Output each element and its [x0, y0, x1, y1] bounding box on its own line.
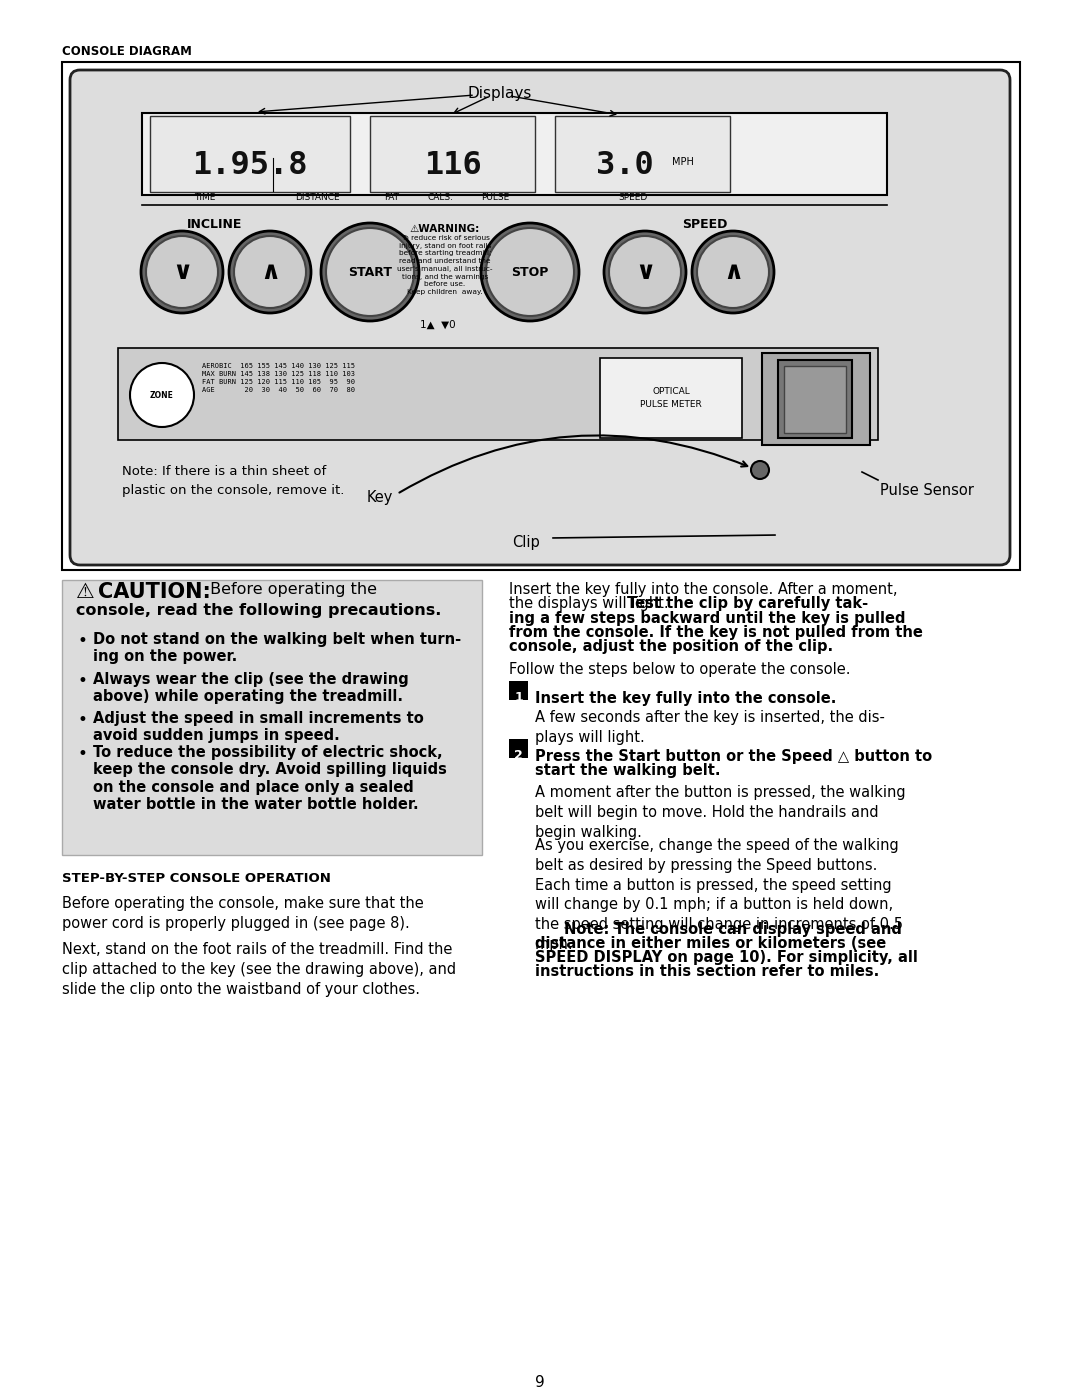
Text: Clip: Clip — [512, 535, 540, 550]
Text: Follow the steps below to operate the console.: Follow the steps below to operate the co… — [509, 662, 851, 678]
Text: 1: 1 — [514, 692, 523, 704]
Text: distance in either miles or kilometers (see: distance in either miles or kilometers (… — [535, 936, 887, 951]
Text: console, adjust the position of the clip.: console, adjust the position of the clip… — [509, 638, 833, 654]
Text: •: • — [78, 631, 87, 650]
Text: Before operating the: Before operating the — [205, 583, 377, 597]
Text: 116: 116 — [424, 149, 482, 182]
Text: CALS.: CALS. — [427, 193, 453, 203]
Text: Before operating the console, make sure that the
power cord is properly plugged : Before operating the console, make sure … — [62, 895, 423, 930]
Circle shape — [697, 236, 769, 307]
Text: ∨: ∨ — [635, 260, 656, 284]
Text: MPH: MPH — [672, 156, 693, 168]
Text: ing a few steps backward until the key is pulled: ing a few steps backward until the key i… — [509, 610, 905, 626]
Text: SPEED: SPEED — [619, 193, 648, 203]
Text: STEP-BY-STEP CONSOLE OPERATION: STEP-BY-STEP CONSOLE OPERATION — [62, 872, 330, 886]
Text: •: • — [78, 745, 87, 763]
Text: Note: If there is a thin sheet of
plastic on the console, remove it.: Note: If there is a thin sheet of plasti… — [122, 465, 345, 497]
Bar — [118, 348, 878, 440]
Text: ⚠: ⚠ — [76, 583, 95, 602]
Circle shape — [234, 236, 306, 307]
Text: Key: Key — [366, 490, 393, 504]
Bar — [62, 580, 482, 855]
Bar — [784, 366, 846, 433]
Bar — [150, 116, 350, 191]
Text: Insert the key fully into the console.: Insert the key fully into the console. — [535, 692, 836, 705]
Text: the displays will light.: the displays will light. — [509, 597, 673, 610]
Text: CONSOLE DIAGRAM: CONSOLE DIAGRAM — [62, 45, 192, 59]
Text: START: START — [348, 265, 392, 278]
Bar — [370, 116, 535, 191]
FancyBboxPatch shape — [70, 70, 1010, 564]
Text: •: • — [78, 672, 87, 690]
Text: 2: 2 — [514, 749, 523, 761]
Text: Insert the key fully into the console. After a moment,: Insert the key fully into the console. A… — [509, 583, 897, 597]
Bar — [555, 116, 730, 191]
Text: To reduce the possibility of electric shock,
keep the console dry. Avoid spillin: To reduce the possibility of electric sh… — [93, 745, 447, 812]
Circle shape — [326, 228, 414, 316]
Circle shape — [481, 224, 579, 321]
Text: FAT: FAT — [384, 193, 400, 203]
Text: •: • — [78, 711, 87, 729]
Text: console, read the following precautions.: console, read the following precautions. — [76, 604, 442, 617]
Text: DISTANCE: DISTANCE — [295, 193, 339, 203]
Text: Press the Start button or the Speed △ button to: Press the Start button or the Speed △ bu… — [535, 749, 932, 764]
Text: SPEED: SPEED — [683, 218, 728, 231]
Text: Test the clip by carefully tak-: Test the clip by carefully tak- — [627, 597, 868, 610]
Text: from the console. If the key is not pulled from the: from the console. If the key is not pull… — [509, 624, 923, 640]
Text: Pulse Sensor: Pulse Sensor — [880, 483, 974, 497]
Circle shape — [604, 231, 686, 313]
Circle shape — [229, 231, 311, 313]
Text: 1▲  ▼0: 1▲ ▼0 — [420, 320, 456, 330]
Circle shape — [486, 228, 573, 316]
Text: PULSE: PULSE — [481, 193, 509, 203]
Text: ∧: ∧ — [260, 260, 280, 284]
Text: As you exercise, change the speed of the walking
belt as desired by pressing the: As you exercise, change the speed of the… — [535, 838, 903, 951]
Bar — [141, 113, 887, 196]
Circle shape — [692, 231, 774, 313]
Text: AEROBIC  165 155 145 140 130 125 115
MAX BURN 145 138 130 125 118 110 103
FAT BU: AEROBIC 165 155 145 140 130 125 115 MAX … — [202, 363, 355, 393]
Bar — [509, 680, 528, 700]
Text: CAUTION:: CAUTION: — [98, 583, 211, 602]
Text: 3.0: 3.0 — [596, 149, 653, 182]
Text: A few seconds after the key is inserted, the dis-
plays will light.: A few seconds after the key is inserted,… — [535, 710, 885, 745]
Text: Note: The console can display speed and: Note: The console can display speed and — [564, 922, 902, 937]
Text: instructions in this section refer to miles.: instructions in this section refer to mi… — [535, 964, 879, 979]
Text: STOP: STOP — [511, 265, 549, 278]
Text: Always wear the clip (see the drawing
above) while operating the treadmill.: Always wear the clip (see the drawing ab… — [93, 672, 408, 704]
Text: Adjust the speed in small increments to
avoid sudden jumps in speed.: Adjust the speed in small increments to … — [93, 711, 423, 743]
Text: ZONE: ZONE — [150, 391, 174, 400]
Text: ∨: ∨ — [172, 260, 192, 284]
Bar — [509, 739, 528, 759]
Text: ⚠WARNING:: ⚠WARNING: — [410, 224, 481, 235]
Text: 9: 9 — [535, 1375, 545, 1390]
Bar — [600, 358, 742, 439]
Text: OPTICAL
PULSE METER: OPTICAL PULSE METER — [640, 387, 702, 409]
Text: SPEED DISPLAY on page 10). For simplicity, all: SPEED DISPLAY on page 10). For simplicit… — [535, 950, 918, 965]
Bar — [778, 360, 852, 439]
Text: start the walking belt.: start the walking belt. — [535, 763, 720, 778]
Circle shape — [751, 461, 769, 479]
Text: A moment after the button is pressed, the walking
belt will begin to move. Hold : A moment after the button is pressed, th… — [535, 785, 906, 840]
Text: 1.95.8: 1.95.8 — [192, 149, 308, 182]
Text: Do not stand on the walking belt when turn-
ing on the power.: Do not stand on the walking belt when tu… — [93, 631, 461, 665]
Circle shape — [321, 224, 419, 321]
Text: ∧: ∧ — [723, 260, 743, 284]
Text: Next, stand on the foot rails of the treadmill. Find the
clip attached to the ke: Next, stand on the foot rails of the tre… — [62, 942, 456, 996]
Text: To reduce risk of serious
injury, stand on foot rails
before starting treadmill;: To reduce risk of serious injury, stand … — [397, 235, 492, 295]
Circle shape — [141, 231, 222, 313]
Bar — [762, 353, 870, 446]
Text: TIME: TIME — [194, 193, 216, 203]
Circle shape — [146, 236, 218, 307]
Bar — [62, 61, 1020, 570]
Text: Displays: Displays — [468, 87, 532, 101]
Circle shape — [609, 236, 681, 307]
Circle shape — [130, 363, 194, 427]
Text: INCLINE: INCLINE — [187, 218, 243, 231]
